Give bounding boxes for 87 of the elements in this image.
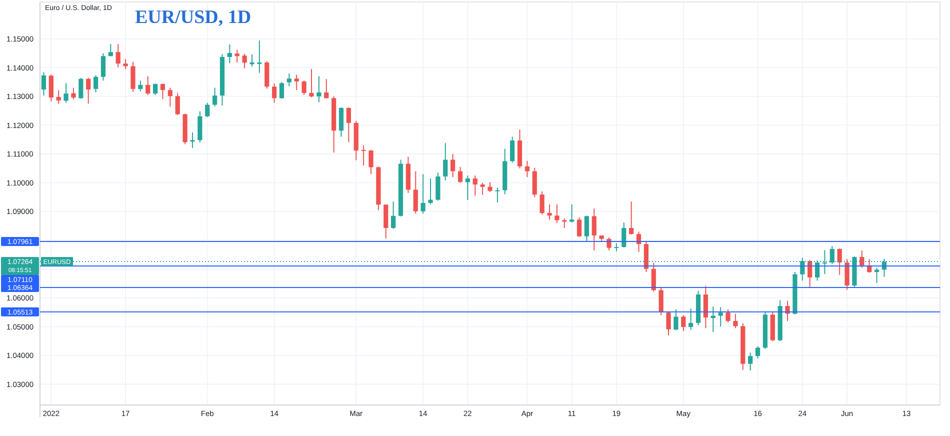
- candlestick: [570, 204, 574, 223]
- candlestick: [428, 178, 433, 205]
- candlestick: [413, 170, 418, 214]
- candlestick: [108, 44, 113, 57]
- candlestick: [146, 76, 150, 96]
- candlestick: [436, 172, 440, 202]
- candlestick: [576, 216, 582, 238]
- candlestick: [681, 314, 686, 332]
- candlestick: [168, 87, 172, 107]
- candlestick: [56, 90, 61, 104]
- candlestick: [198, 110, 202, 143]
- candlestick: [524, 160, 530, 178]
- candlestick: [205, 102, 210, 118]
- candlestick: [785, 300, 790, 322]
- candlestick: [592, 208, 596, 251]
- candlestick: [316, 76, 322, 103]
- candlestick: [860, 250, 864, 268]
- candlestick: [152, 82, 158, 96]
- candlestick: [532, 167, 537, 198]
- candlestick: [391, 200, 396, 230]
- candlestick: [116, 44, 120, 68]
- candlestick: [733, 313, 738, 329]
- candlestick: [443, 142, 448, 181]
- candlestick: [726, 308, 730, 323]
- candlestick: [302, 80, 306, 96]
- candlestick: [250, 54, 254, 67]
- candlestick: [748, 352, 753, 371]
- candlestick: [175, 92, 180, 116]
- candlestick: [658, 286, 664, 316]
- candlestick: [458, 166, 463, 184]
- candlestick: [384, 204, 388, 240]
- candlestick: [554, 204, 560, 224]
- candlestick: [309, 68, 314, 98]
- candlestick: [64, 82, 68, 104]
- candlestick: [510, 136, 515, 164]
- candlestick: [837, 248, 842, 276]
- candlestick: [450, 153, 456, 178]
- candlestick: [420, 174, 426, 214]
- candlestick: [674, 308, 678, 331]
- candlestick: [622, 222, 626, 248]
- candlestick: [540, 190, 544, 215]
- candlestick: [651, 262, 656, 292]
- candlestick: [257, 40, 262, 74]
- candlestick: [666, 311, 671, 336]
- candlestick: [488, 182, 492, 192]
- candlestick: [465, 175, 470, 201]
- candlestick: [234, 49, 240, 63]
- candlestick: [584, 215, 589, 242]
- candlestick: [688, 308, 694, 330]
- candlestick: [212, 87, 218, 107]
- candlestick: [286, 72, 292, 87]
- candlestick: [874, 267, 880, 284]
- candlestick: [279, 82, 284, 100]
- candlestick: [190, 132, 195, 148]
- candlestick: [100, 52, 106, 82]
- candlestick: [703, 285, 708, 329]
- candlestick: [606, 236, 612, 251]
- candlestick: [294, 74, 299, 91]
- candlestick: [718, 306, 723, 328]
- candlestick: [844, 258, 850, 290]
- candlestick: [41, 72, 46, 96]
- candlestick: [48, 74, 54, 102]
- candlestick: [547, 204, 552, 220]
- candlestick: [495, 187, 500, 203]
- candlestick: [242, 53, 247, 69]
- candlestick: [227, 44, 232, 64]
- chart-title: EUR/USD, 1D: [135, 7, 252, 28]
- candlestick: [130, 61, 136, 92]
- candlestick: [93, 74, 98, 93]
- candlestick: [324, 78, 329, 99]
- candlestick: [361, 144, 366, 166]
- candlestick: [78, 77, 84, 100]
- candlestick: [480, 182, 485, 196]
- candlestick: [614, 242, 619, 252]
- candlestick: [346, 106, 351, 143]
- candlestick: [562, 218, 567, 228]
- candlestick: [123, 58, 128, 70]
- candlestick: [472, 175, 478, 196]
- candlestick: [86, 77, 91, 104]
- candlestick: [138, 80, 143, 92]
- candlestick: [272, 82, 277, 104]
- candlestick: [160, 82, 166, 100]
- candlestick: [629, 200, 634, 236]
- candlestick: [755, 346, 760, 359]
- candlestick: [338, 106, 344, 138]
- candlestick: [368, 149, 374, 175]
- candlestick: [71, 87, 76, 100]
